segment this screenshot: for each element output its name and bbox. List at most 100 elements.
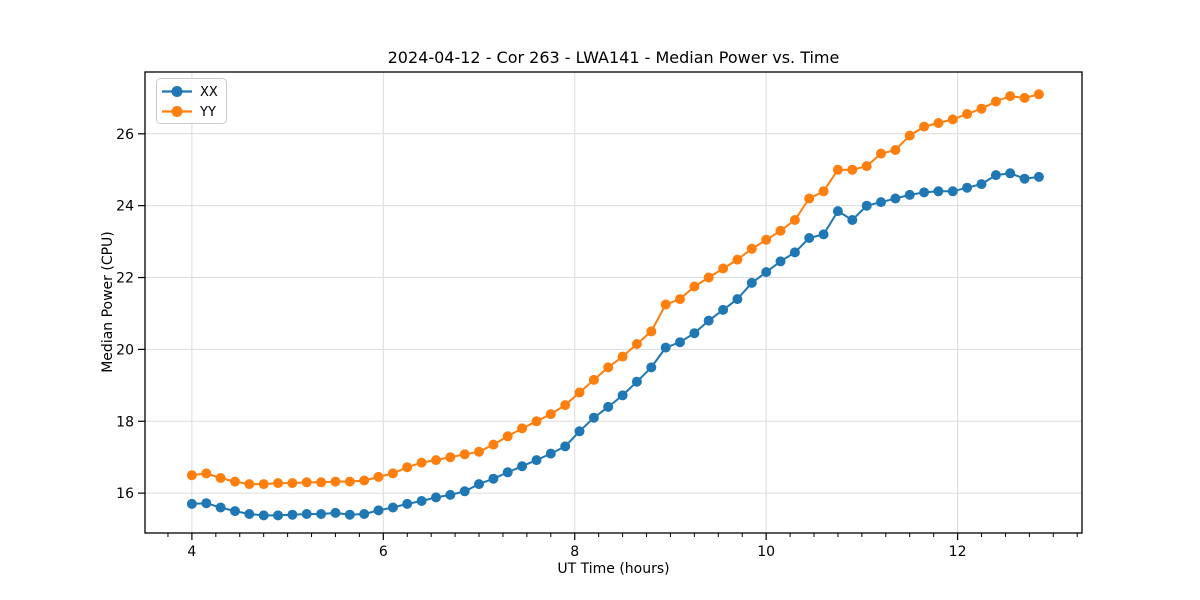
data-point-marker: [301, 477, 312, 488]
data-point-marker: [718, 263, 729, 274]
data-point-marker: [789, 215, 800, 225]
data-point-marker: [531, 416, 542, 427]
data-point-marker: [517, 423, 528, 434]
legend-label: XX: [200, 85, 218, 100]
data-point-marker: [732, 254, 743, 265]
data-point-marker: [244, 479, 255, 490]
data-point-marker: [502, 467, 513, 478]
data-point-marker: [775, 225, 786, 236]
data-point-marker: [258, 479, 269, 490]
data-point-marker: [287, 478, 298, 489]
data-point-marker: [560, 400, 571, 411]
data-point-marker: [474, 479, 484, 490]
data-point-marker: [545, 409, 556, 420]
data-point-marker: [818, 186, 829, 197]
data-point-marker: [876, 148, 886, 159]
data-point-marker: [689, 328, 700, 339]
data-point-marker: [962, 109, 973, 119]
data-point-marker: [890, 145, 901, 155]
data-point-marker: [718, 304, 729, 315]
legend-marker: [171, 106, 183, 117]
data-point-marker: [631, 339, 642, 349]
legend: XX YY: [156, 78, 227, 124]
series-YY-line: [191, 93, 1040, 486]
data-point-marker: [431, 455, 441, 466]
data-point-marker: [976, 103, 987, 114]
y-tick-label: 22: [116, 271, 134, 287]
data-point-marker: [230, 476, 240, 487]
data-point-marker: [804, 193, 815, 204]
y-tick-label: 20: [116, 342, 134, 358]
data-point-marker: [1019, 173, 1030, 184]
data-point-marker: [919, 121, 930, 132]
data-point-marker: [703, 315, 714, 326]
data-point-marker: [201, 468, 212, 479]
data-point-marker: [976, 179, 987, 190]
legend-marker: [171, 86, 183, 97]
data-point-marker: [689, 281, 700, 292]
x-tick-label: 6: [379, 544, 388, 560]
data-point-marker: [962, 182, 973, 193]
data-point-marker: [273, 510, 283, 521]
data-point-marker: [445, 489, 456, 500]
data-point-marker: [761, 234, 772, 245]
data-point-marker: [588, 412, 599, 423]
data-point-marker: [847, 164, 858, 175]
data-point-marker: [617, 390, 628, 401]
data-point-marker: [215, 502, 226, 513]
data-point-marker: [359, 509, 370, 519]
data-point-marker: [990, 170, 1001, 181]
data-point-marker: [373, 505, 384, 516]
data-point-marker: [1005, 91, 1016, 102]
data-point-marker: [933, 186, 944, 197]
data-point-marker: [947, 114, 958, 125]
data-point-marker: [488, 439, 499, 450]
data-point-marker: [459, 486, 470, 497]
data-point-marker: [531, 455, 542, 466]
series-XX-markers: [186, 168, 1044, 521]
data-point-marker: [1033, 89, 1044, 100]
data-point-marker: [402, 462, 413, 473]
x-tick-label: 4: [187, 544, 196, 560]
x-axis-label: UT Time (hours): [557, 561, 670, 577]
data-point-marker: [775, 256, 786, 267]
grid-lines: [145, 72, 1082, 533]
data-point-marker: [402, 498, 413, 509]
data-point-marker: [703, 272, 714, 283]
data-point-marker: [904, 189, 915, 200]
y-tick-label: 16: [116, 486, 134, 502]
data-point-marker: [746, 243, 757, 254]
data-point-marker: [545, 448, 556, 459]
data-point-marker: [273, 478, 283, 489]
data-point-marker: [660, 342, 671, 353]
data-point-marker: [316, 477, 327, 488]
data-point-marker: [344, 509, 355, 520]
x-tick-label: 10: [757, 544, 775, 560]
data-point-marker: [373, 471, 384, 482]
data-point-marker: [631, 376, 642, 387]
data-point-marker: [947, 186, 958, 197]
data-point-marker: [186, 498, 197, 509]
y-tick-label: 24: [116, 199, 134, 215]
data-point-marker: [258, 510, 269, 521]
data-point-marker: [1033, 171, 1044, 182]
data-point-marker: [646, 362, 657, 373]
data-point-marker: [789, 247, 800, 258]
data-point-marker: [416, 496, 427, 506]
data-point-marker: [287, 509, 298, 520]
data-point-marker: [990, 96, 1001, 107]
data-point-marker: [804, 233, 815, 243]
data-point-marker: [1019, 92, 1030, 103]
y-tick-label: 18: [116, 414, 134, 430]
data-point-marker: [230, 506, 240, 517]
data-point-marker: [517, 461, 528, 472]
data-point-marker: [861, 161, 872, 172]
data-point-marker: [832, 206, 843, 217]
plot-border: [144, 71, 1083, 534]
data-point-marker: [445, 452, 456, 463]
data-point-marker: [574, 426, 585, 437]
data-point-marker: [502, 431, 513, 442]
data-point-marker: [588, 374, 599, 385]
